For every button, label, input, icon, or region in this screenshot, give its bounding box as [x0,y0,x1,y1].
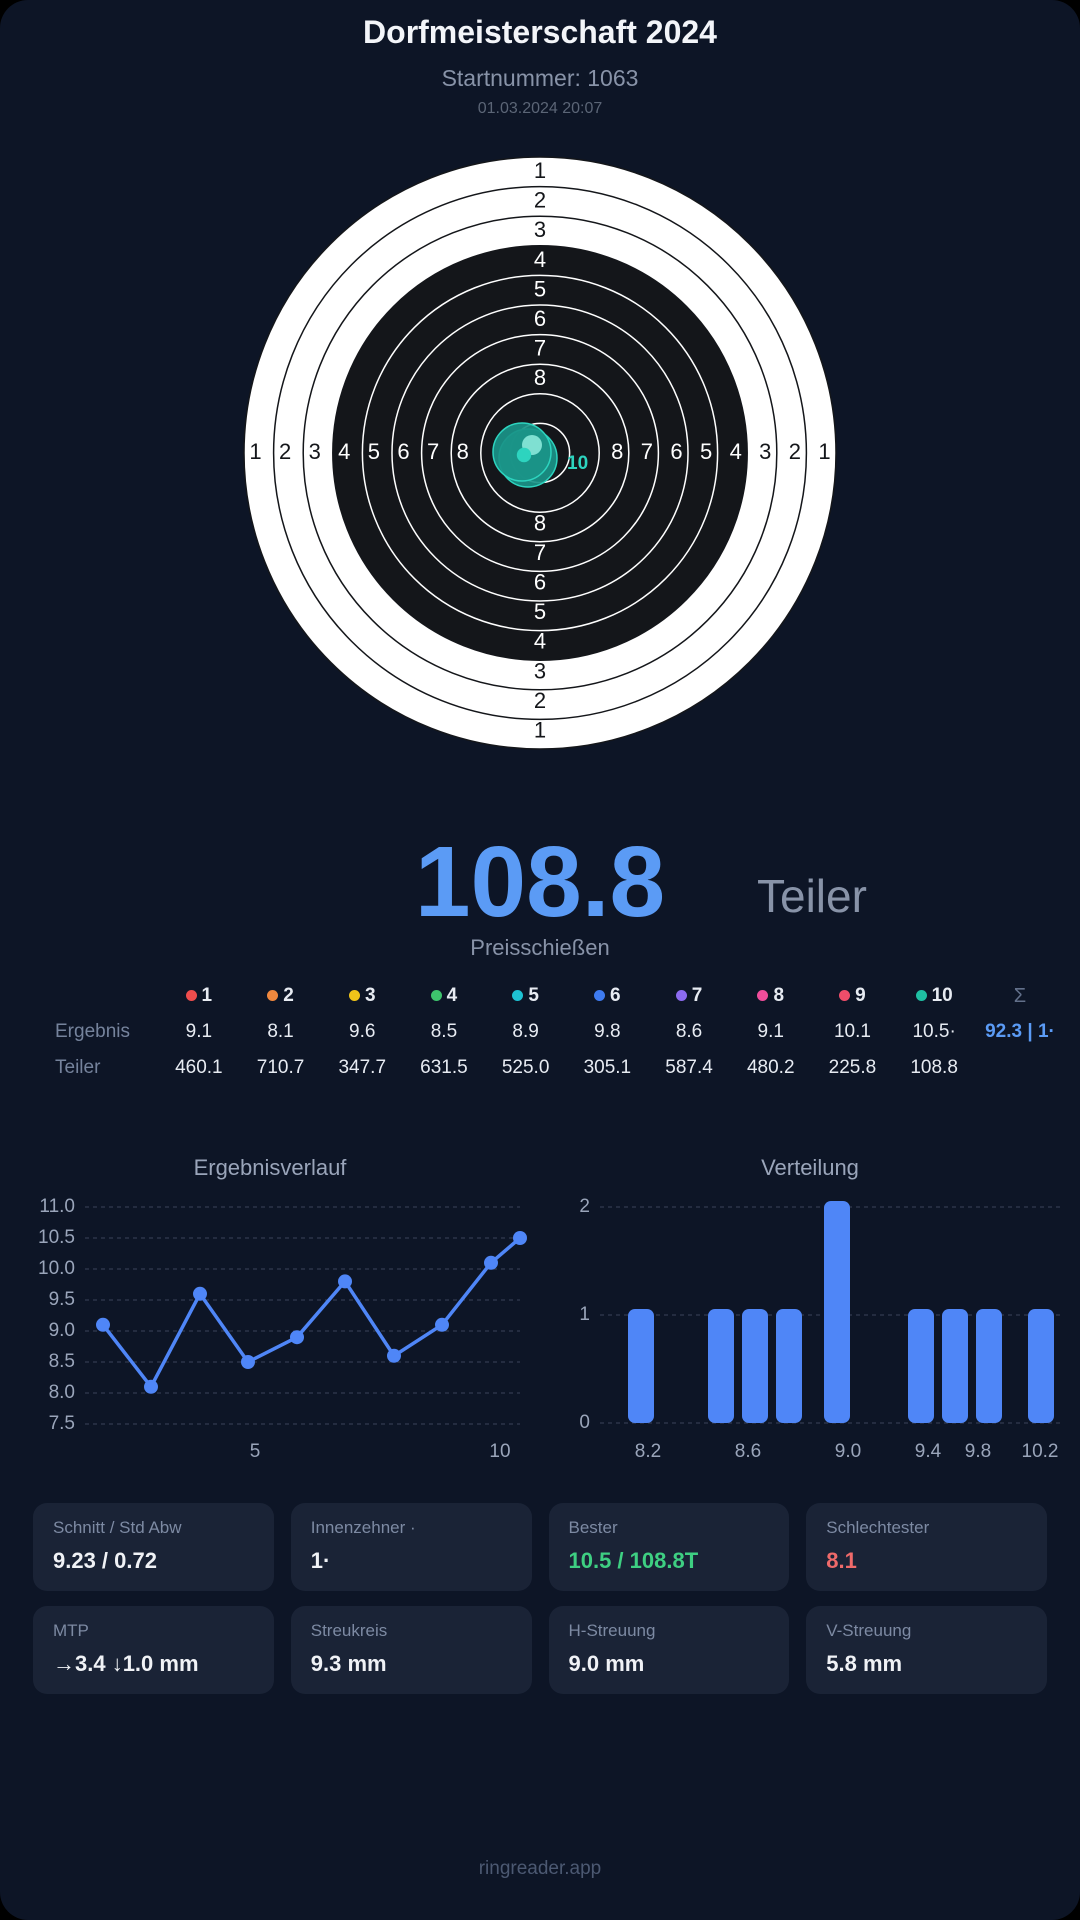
svg-text:3: 3 [759,439,771,464]
svg-text:5: 5 [534,276,546,301]
svg-text:1: 1 [249,439,261,464]
svg-text:2: 2 [534,688,546,713]
svg-text:10.2: 10.2 [1022,1441,1059,1462]
svg-text:8.0: 8.0 [49,1382,75,1403]
svg-text:8.5: 8.5 [49,1351,75,1372]
svg-text:0: 0 [579,1412,590,1433]
svg-text:8: 8 [457,439,469,464]
svg-text:2: 2 [579,1196,590,1217]
svg-text:8: 8 [534,365,546,390]
svg-text:6: 6 [397,439,409,464]
svg-text:6: 6 [534,570,546,595]
svg-text:2: 2 [279,439,291,464]
svg-text:3: 3 [534,217,546,242]
svg-text:10: 10 [489,1441,510,1462]
svg-text:5: 5 [700,439,712,464]
svg-text:7: 7 [641,439,653,464]
svg-text:5: 5 [534,599,546,624]
svg-text:5: 5 [368,439,380,464]
svg-text:9.0: 9.0 [49,1320,75,1341]
svg-text:4: 4 [338,439,350,464]
svg-text:4: 4 [534,247,546,272]
svg-text:2: 2 [789,439,801,464]
svg-text:1: 1 [534,718,546,743]
svg-text:6: 6 [670,439,682,464]
svg-text:6: 6 [534,306,546,331]
svg-text:4: 4 [730,439,742,464]
svg-text:1: 1 [579,1304,590,1325]
svg-text:3: 3 [534,658,546,683]
svg-text:10.5: 10.5 [38,1227,75,1248]
svg-text:8.2: 8.2 [635,1441,661,1462]
svg-text:8: 8 [611,439,623,464]
svg-text:10.0: 10.0 [38,1258,75,1279]
svg-text:7: 7 [534,336,546,361]
svg-text:7: 7 [534,540,546,565]
svg-text:11.0: 11.0 [39,1196,75,1217]
svg-text:4: 4 [534,629,546,654]
svg-text:7: 7 [427,439,439,464]
svg-text:8.6: 8.6 [735,1441,761,1462]
svg-text:9.5: 9.5 [49,1289,75,1310]
svg-text:2: 2 [534,188,546,213]
svg-text:10: 10 [567,453,588,474]
svg-text:5: 5 [250,1441,261,1462]
svg-text:3: 3 [309,439,321,464]
svg-text:8: 8 [534,510,546,535]
svg-text:1: 1 [818,439,830,464]
svg-text:1: 1 [534,158,546,183]
svg-text:9.0: 9.0 [835,1441,861,1462]
svg-text:9.4: 9.4 [915,1441,942,1462]
svg-text:7.5: 7.5 [49,1413,75,1434]
svg-text:9.8: 9.8 [965,1441,991,1462]
